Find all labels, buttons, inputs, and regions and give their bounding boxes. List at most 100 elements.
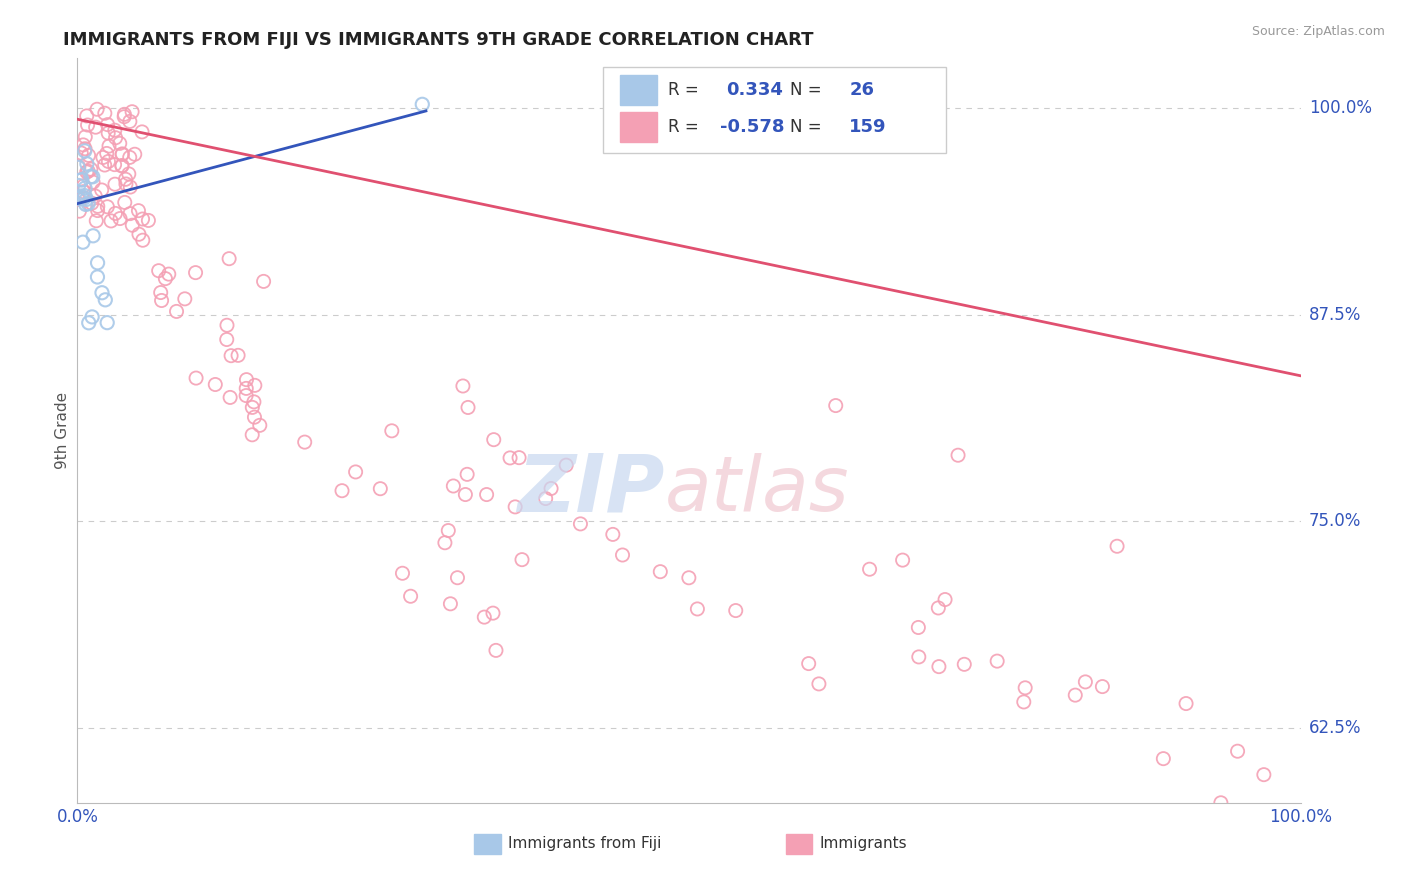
Point xyxy=(76,109,98,123)
Point xyxy=(934,592,956,607)
Point xyxy=(80,169,103,184)
Point xyxy=(235,388,257,402)
Text: -0.578: -0.578 xyxy=(720,118,785,136)
Point xyxy=(77,164,100,178)
Point xyxy=(344,465,367,479)
Point xyxy=(215,318,238,333)
Point xyxy=(907,620,929,634)
Point xyxy=(1175,697,1198,711)
Point xyxy=(219,349,242,363)
Point xyxy=(87,199,110,213)
Text: N =: N = xyxy=(790,81,823,99)
Point xyxy=(120,180,142,194)
Point xyxy=(86,203,108,218)
Point xyxy=(70,173,93,187)
Point xyxy=(93,158,115,172)
Point xyxy=(100,214,122,228)
Point xyxy=(441,479,464,493)
Point xyxy=(155,271,177,285)
Point xyxy=(724,603,747,617)
Point xyxy=(70,146,93,161)
Point xyxy=(86,256,108,270)
Point xyxy=(612,548,634,562)
Point xyxy=(97,154,120,169)
Point xyxy=(70,189,93,203)
Point xyxy=(73,144,96,158)
Point xyxy=(294,435,316,450)
Point xyxy=(70,173,93,187)
Point xyxy=(96,316,118,330)
Point xyxy=(67,178,90,193)
Point xyxy=(84,189,107,203)
Point xyxy=(451,379,474,393)
Point xyxy=(115,177,138,191)
Point xyxy=(485,643,508,657)
Point xyxy=(437,524,460,538)
Point xyxy=(118,114,141,128)
Text: 100.0%: 100.0% xyxy=(1309,99,1372,117)
Text: ZIP: ZIP xyxy=(517,451,665,529)
Point xyxy=(249,418,271,433)
Point xyxy=(73,142,96,156)
Point xyxy=(235,381,257,395)
Point xyxy=(184,371,207,385)
Point xyxy=(103,158,125,172)
Point xyxy=(112,110,135,124)
Point xyxy=(1014,681,1036,695)
Point xyxy=(94,293,117,307)
Point xyxy=(150,293,173,308)
Point xyxy=(72,137,94,152)
Point xyxy=(797,657,820,671)
Point xyxy=(98,139,121,153)
Text: R =: R = xyxy=(668,81,699,99)
Point xyxy=(84,214,107,228)
Point xyxy=(858,562,880,576)
Point xyxy=(1107,539,1129,553)
FancyBboxPatch shape xyxy=(620,112,657,142)
Point xyxy=(114,172,136,186)
Point xyxy=(108,136,131,151)
Point xyxy=(215,333,238,347)
Point xyxy=(91,151,114,165)
Point xyxy=(86,270,108,285)
Point xyxy=(97,118,120,132)
Point xyxy=(82,175,104,189)
Point xyxy=(472,610,495,624)
Point xyxy=(86,102,108,116)
Point xyxy=(456,467,478,482)
Point xyxy=(112,107,135,121)
Point xyxy=(218,252,240,266)
Point xyxy=(121,218,143,232)
Point xyxy=(650,565,672,579)
Point xyxy=(928,659,950,673)
Point xyxy=(1074,674,1097,689)
Point xyxy=(433,535,456,549)
Point xyxy=(508,450,530,465)
Point xyxy=(75,193,97,207)
Point xyxy=(686,602,709,616)
Point xyxy=(540,482,562,496)
Point xyxy=(204,377,226,392)
Point xyxy=(80,196,103,211)
Point xyxy=(953,657,976,672)
Point xyxy=(94,106,117,120)
Point xyxy=(381,424,404,438)
Point xyxy=(111,159,134,173)
Point xyxy=(411,97,433,112)
Point xyxy=(120,207,142,221)
Text: 26: 26 xyxy=(849,81,875,99)
Point xyxy=(235,373,257,387)
Text: 62.5%: 62.5% xyxy=(1309,719,1361,738)
Text: atlas: atlas xyxy=(665,453,849,527)
Point xyxy=(66,193,89,207)
Point xyxy=(569,516,592,531)
Point xyxy=(132,233,155,247)
Point xyxy=(127,203,149,218)
Point xyxy=(391,566,413,581)
Point xyxy=(76,165,98,179)
Point xyxy=(510,552,533,566)
Point xyxy=(104,130,127,145)
Point xyxy=(108,211,131,226)
Point xyxy=(368,482,391,496)
Point xyxy=(240,401,263,415)
